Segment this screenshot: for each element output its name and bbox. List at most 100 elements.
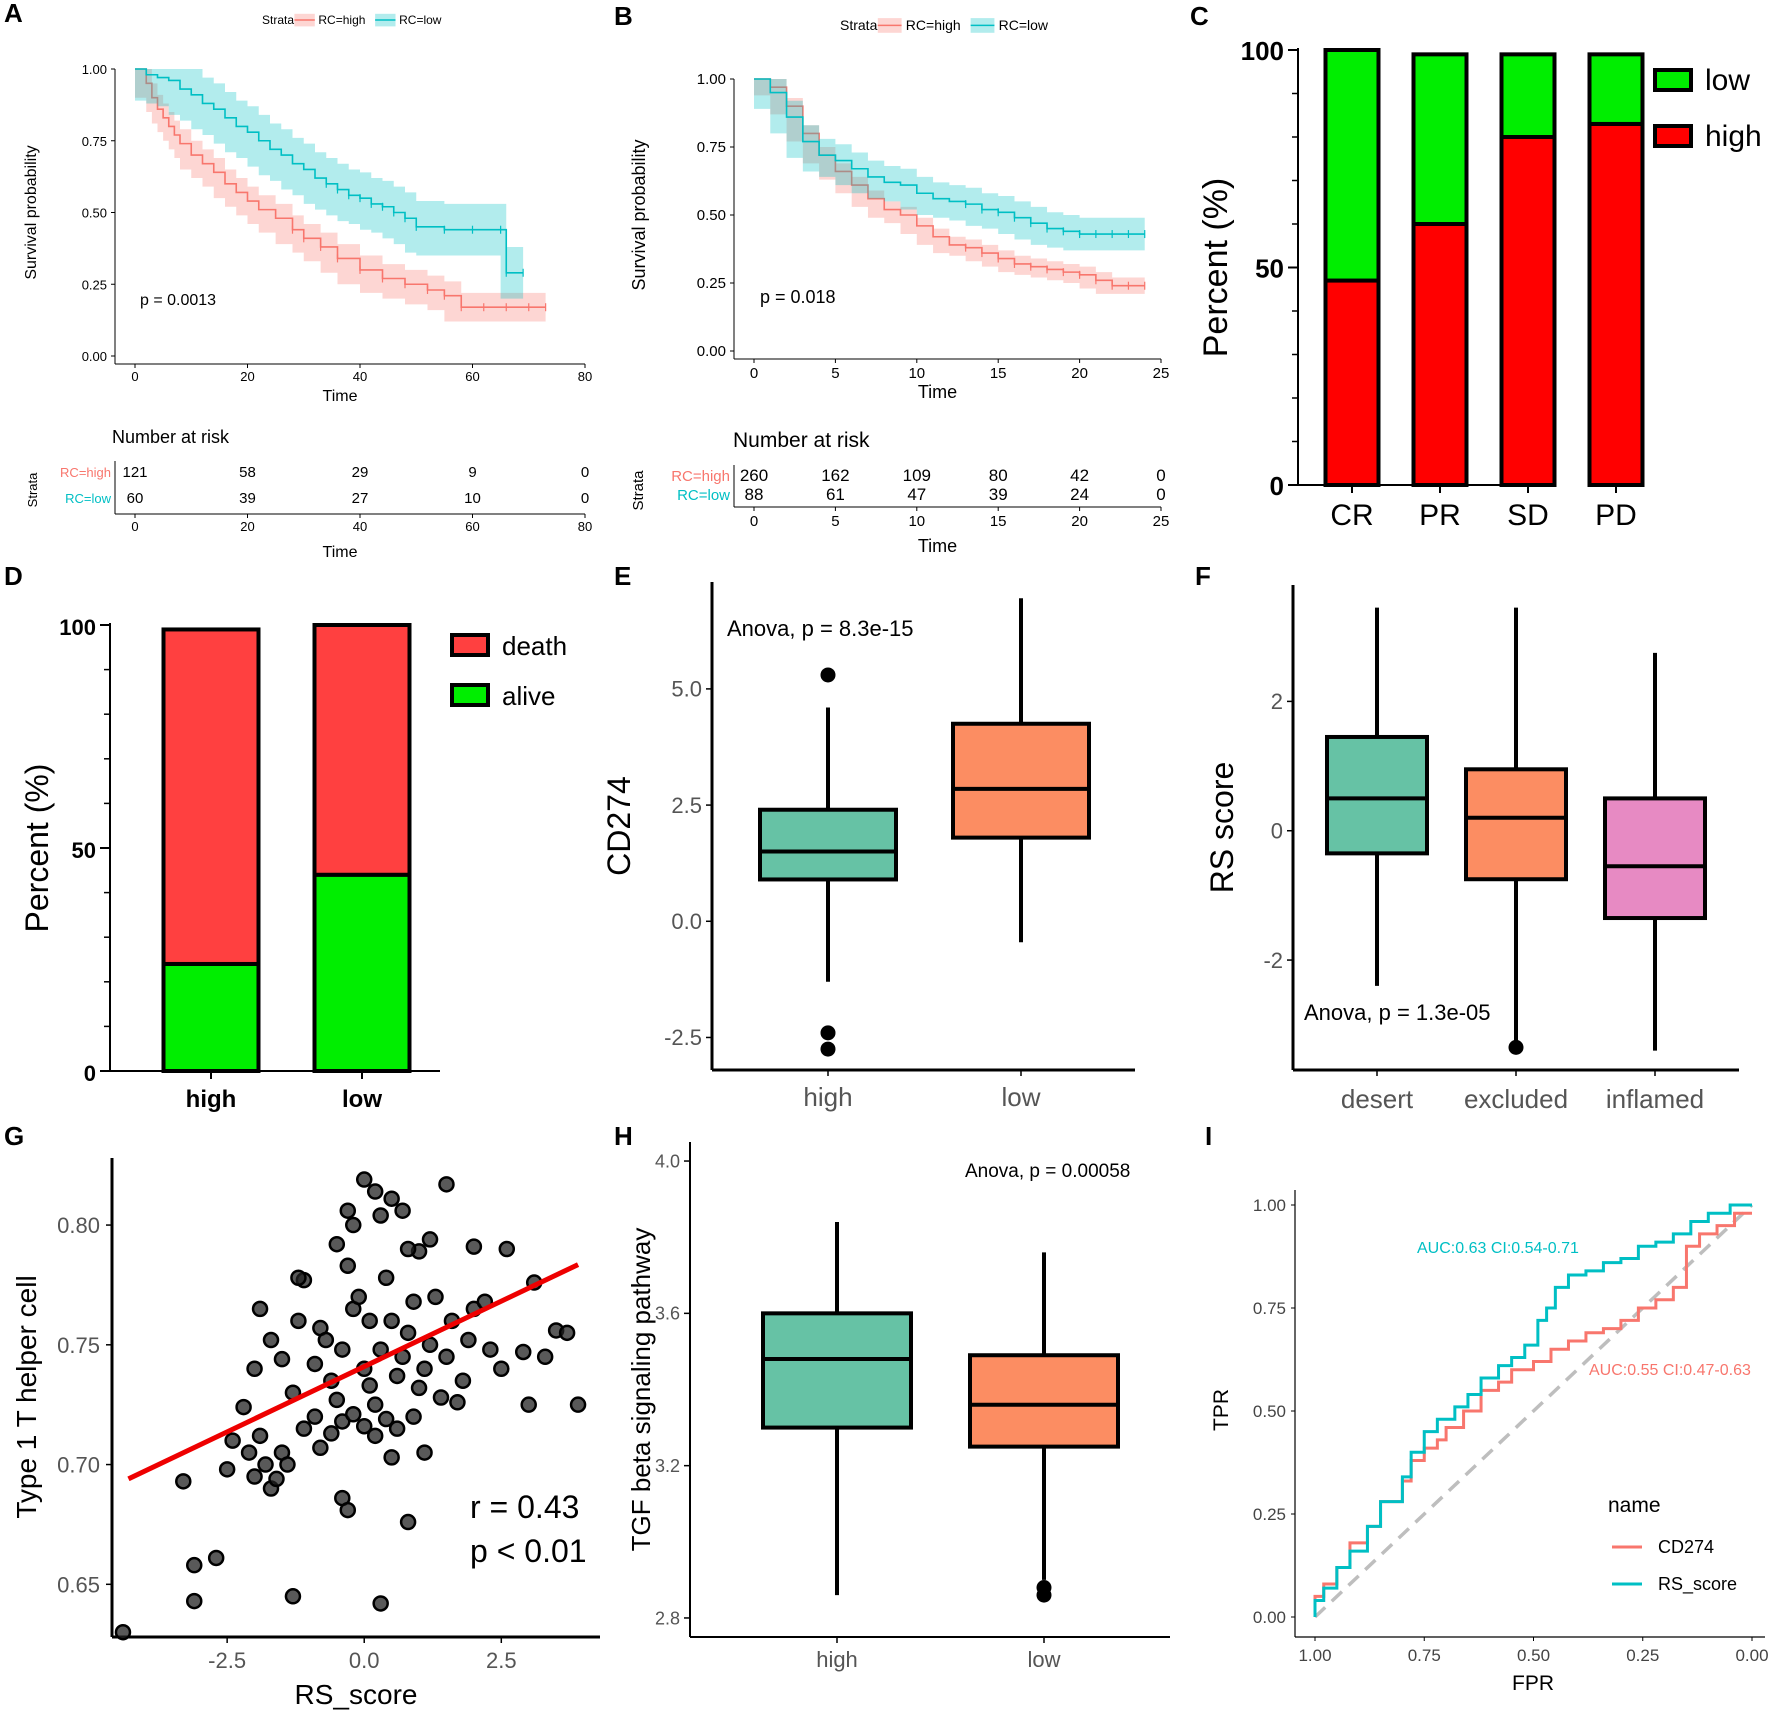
- scatter-point: [388, 1367, 406, 1385]
- y-tick-label: 0.00: [697, 343, 726, 360]
- panel-letter-c: C: [1190, 1, 1209, 31]
- y-tick-label: 5.0: [671, 677, 702, 702]
- y-axis-title: Percent (%): [19, 764, 55, 933]
- panel-g-scatter: 0.65 0.70 0.75 0.80 -2.5 0.0 2.5 RS_score Type 1…: [11, 1158, 600, 1710]
- x-tick-label: excluded: [1464, 1084, 1568, 1114]
- scatter-point: [224, 1432, 241, 1449]
- survival-curve-RC=low: [754, 78, 1145, 235]
- x-tick-label: 20: [240, 369, 254, 384]
- bar-high-PD: [1587, 121, 1645, 487]
- scatter-point: [317, 1331, 335, 1349]
- scatter-point: [438, 1176, 455, 1193]
- panel-letter-g: G: [4, 1121, 24, 1151]
- scatter-point: [416, 1444, 433, 1461]
- box-excluded: [1464, 767, 1568, 882]
- panel-letter-b: B: [614, 1, 633, 31]
- y-axis-title: Type 1 T helper cell: [11, 1275, 42, 1518]
- risk-table-x-tick-label: 20: [240, 519, 254, 534]
- scatter-point: [482, 1341, 499, 1358]
- scatter-point: [218, 1461, 236, 1478]
- scatter-point: [312, 1439, 329, 1457]
- risk-table-row-label: RC=high: [671, 468, 730, 485]
- x-tick-label: 0.25: [1626, 1646, 1659, 1665]
- risk-table-x-axis-title: Time: [323, 544, 358, 561]
- scatter-point: [405, 1408, 422, 1425]
- scatter-point: [355, 1417, 373, 1435]
- scatter-point: [366, 1427, 384, 1445]
- risk-table-title: Number at risk: [733, 429, 870, 452]
- legend-label-0: RC=high: [318, 13, 365, 27]
- x-tick-label: 2.5: [486, 1648, 517, 1673]
- legend-title: Strata: [840, 17, 878, 33]
- y-tick-label: -2: [1263, 948, 1283, 973]
- y-tick-label: 1.00: [697, 71, 726, 88]
- x-tick-label: 10: [908, 365, 925, 382]
- risk-table-x-tick-label: 0: [131, 519, 138, 534]
- x-tick-label: low: [1027, 1647, 1060, 1672]
- x-tick-label: high: [803, 1082, 852, 1112]
- x-tick-label: 0: [750, 365, 758, 382]
- x-tick-label: 80: [578, 369, 592, 384]
- y-tick-label: 0.75: [57, 1333, 100, 1358]
- y-tick-label: 1.00: [1253, 1196, 1286, 1215]
- scatter-point: [558, 1324, 576, 1342]
- scatter-point: [383, 1449, 400, 1466]
- bar-death-high: [161, 627, 261, 966]
- scatter-point: [394, 1202, 411, 1219]
- scatter-point: [361, 1312, 378, 1330]
- risk-table-x-tick-label: 40: [353, 519, 367, 534]
- scatter-point: [268, 1470, 285, 1488]
- scatter-point: [306, 1355, 324, 1373]
- risk-table-x-tick-label: 20: [1071, 513, 1088, 530]
- y-tick-label: 0: [1270, 471, 1284, 501]
- x-axis-title: FPR: [1512, 1672, 1554, 1695]
- p-value-label: p = 0.0013: [140, 292, 216, 309]
- risk-table-value: 0: [581, 464, 589, 481]
- scatter-point: [295, 1420, 313, 1437]
- bar-high-CR: [1323, 278, 1381, 487]
- ci-band-RC=low: [754, 79, 1145, 251]
- legend-swatch-low: [1653, 68, 1693, 92]
- legend-label-high: high: [1705, 120, 1762, 153]
- y-tick-label: 0.65: [57, 1572, 100, 1597]
- scatter-point: [465, 1238, 483, 1255]
- anova-annotation: Anova, p = 1.3e-05: [1304, 1000, 1491, 1025]
- outlier-excluded: [1508, 1039, 1524, 1055]
- x-tick-label: desert: [1341, 1084, 1414, 1114]
- x-tick-label: low: [342, 1086, 382, 1113]
- y-axis-title: Survival probability: [23, 145, 40, 279]
- y-tick-label: 100: [59, 615, 96, 640]
- p-value-label: p = 0.018: [760, 287, 836, 307]
- y-tick-label: 2.5: [671, 793, 702, 818]
- scatter-point: [339, 1257, 357, 1275]
- risk-table-value: 24: [1070, 485, 1089, 504]
- risk-table-row-label: RC=low: [677, 487, 730, 504]
- legend-label-low: low: [1705, 64, 1750, 97]
- y-tick-label: 0.75: [697, 139, 726, 156]
- y-tick-label: 0: [1271, 818, 1283, 843]
- risk-table-value: 27: [352, 490, 369, 507]
- ci-band-RC=high: [135, 69, 546, 322]
- x-tick-label: 1.00: [1298, 1646, 1331, 1665]
- scatter-point: [290, 1269, 307, 1286]
- y-axis-title: RS score: [1204, 762, 1240, 894]
- panel-b-km-plot: Strata RC=high RC=low 0.00 0.25 0.50 0.75 1.00 0…: [629, 17, 1169, 556]
- risk-table-value: 109: [903, 466, 931, 485]
- scatter-point: [399, 1324, 417, 1342]
- outlier-high: [820, 1025, 836, 1041]
- panel-f-boxplot: -2 0 2 RS score desert excluded inflamed Anova,…: [1204, 585, 1739, 1114]
- x-tick-label: low: [1001, 1082, 1040, 1112]
- legend-label-CD274: CD274: [1658, 1537, 1714, 1557]
- scatter-point: [460, 1331, 477, 1349]
- risk-table-x-tick-label: 60: [465, 519, 479, 534]
- scatter-point: [345, 1406, 362, 1423]
- scatter-point: [438, 1348, 455, 1366]
- scatter-point: [279, 1456, 296, 1473]
- legend-label-1: RC=low: [999, 17, 1049, 33]
- scatter-point: [405, 1293, 422, 1310]
- y-tick-label: 1.00: [82, 62, 107, 77]
- box-high: [761, 1311, 913, 1430]
- x-tick-label: inflamed: [1606, 1084, 1704, 1114]
- x-tick-label: 40: [353, 369, 367, 384]
- risk-table-value: 10: [464, 490, 481, 507]
